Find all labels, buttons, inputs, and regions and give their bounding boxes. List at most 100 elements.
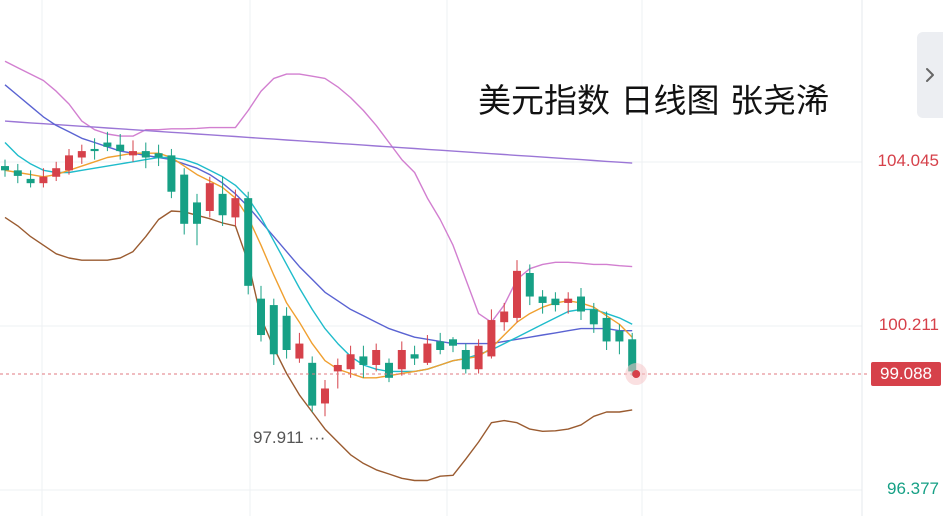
candle-body: [77, 151, 86, 158]
candle-17: [218, 176, 227, 226]
candle-39: [500, 302, 509, 331]
candle-10: [129, 140, 137, 162]
price-marks: [0, 363, 870, 386]
price-label-2: 96.377: [887, 479, 939, 498]
candle-31: [397, 341, 406, 376]
candle-body: [346, 354, 355, 370]
candle-47: [602, 311, 611, 350]
ma-long-line: [4, 120, 633, 164]
candle-body: [218, 193, 227, 216]
price-label-0: 104.045: [877, 151, 939, 170]
candle-body: [577, 296, 585, 312]
candle-4: [52, 161, 61, 182]
candle-14: [180, 168, 189, 235]
chevron-right-icon: [926, 68, 934, 82]
candle-12: [154, 144, 163, 167]
candle-1: [13, 163, 22, 184]
candle-body: [525, 273, 534, 297]
low-price-annotation: 97.911 ···: [253, 428, 326, 447]
candles: [1, 131, 637, 417]
candle-body: [244, 198, 253, 286]
candle-32: [410, 345, 419, 365]
candle-body: [295, 343, 304, 359]
candle-body: [116, 144, 125, 152]
candle-11: [141, 142, 150, 169]
candle-body: [154, 153, 163, 158]
candle-body: [589, 309, 598, 325]
candle-body: [359, 356, 368, 365]
candle-21: [269, 298, 278, 365]
candle-34: [436, 332, 445, 355]
candle-3: [39, 168, 48, 188]
price-label-1: 100.211: [878, 315, 939, 334]
candle-body: [308, 362, 317, 406]
candle-body: [372, 349, 381, 365]
candle-body: [474, 345, 483, 370]
candle-6: [77, 144, 86, 164]
candle-46: [589, 302, 598, 333]
ma-slow-line: [4, 84, 633, 345]
candle-29: [372, 343, 381, 372]
candle-27: [346, 345, 355, 378]
candle-38: [487, 309, 496, 359]
candle-30: [385, 358, 393, 383]
candle-body: [180, 174, 189, 224]
candle-body: [436, 341, 445, 350]
candle-body: [141, 151, 150, 158]
candle-36: [461, 343, 470, 374]
chart-title: 美元指数 日线图 张尧浠: [478, 81, 829, 120]
candle-41: [525, 264, 534, 306]
candle-body: [257, 298, 265, 336]
candle-body: [602, 317, 611, 342]
candle-35: [449, 337, 457, 353]
candle-body: [13, 170, 22, 176]
candle-body: [1, 166, 9, 171]
candle-0: [1, 159, 9, 177]
bollinger-upper-line: [4, 60, 633, 323]
expand-panel-button[interactable]: [917, 32, 943, 118]
candle-15: [193, 193, 201, 246]
candle-7: [90, 138, 99, 160]
grid-lines: [0, 0, 863, 516]
candle-body: [397, 349, 406, 370]
candle-24: [308, 356, 317, 413]
ma-mid-line: [4, 142, 633, 373]
candle-13: [167, 148, 176, 199]
candle-body: [52, 168, 61, 177]
candle-48: [615, 324, 624, 355]
candle-42: [538, 290, 547, 314]
candle-25: [321, 379, 329, 417]
candle-body: [321, 388, 329, 404]
candle-40: [513, 260, 521, 323]
candle-body: [167, 155, 176, 192]
candle-body: [615, 330, 624, 342]
candle-43: [551, 292, 560, 312]
candle-5: [65, 148, 73, 175]
candle-body: [513, 270, 521, 318]
candle-body: [231, 198, 240, 218]
candle-body: [193, 202, 201, 224]
candle-45: [577, 287, 585, 321]
candle-23: [295, 332, 304, 363]
candle-body: [628, 339, 637, 372]
candle-body: [500, 311, 509, 323]
candle-body: [538, 296, 547, 303]
candle-2: [26, 170, 35, 188]
candle-body: [333, 364, 342, 372]
candle-26: [333, 358, 342, 389]
candle-22: [282, 307, 291, 359]
last-price-dot: [632, 370, 641, 379]
candle-8: [103, 131, 112, 152]
candle-body: [423, 343, 432, 363]
candle-19: [244, 191, 253, 295]
bollinger-bands: [4, 60, 633, 482]
candle-28: [359, 345, 368, 378]
candle-37: [474, 339, 483, 374]
ma-fast-line: [4, 152, 633, 379]
candle-body: [90, 148, 99, 152]
candle-9: [116, 133, 125, 160]
candle-body: [269, 305, 278, 355]
candle-body: [461, 349, 470, 370]
moving-averages: [4, 84, 633, 379]
